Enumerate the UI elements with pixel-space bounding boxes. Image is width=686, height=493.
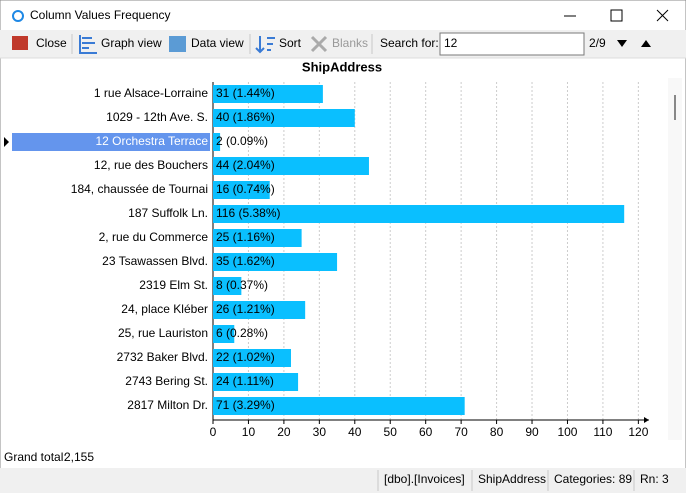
bar (213, 229, 302, 247)
category-label[interactable]: 184, chaussée de Tournai (71, 182, 208, 196)
bar (213, 277, 242, 295)
bar (213, 373, 299, 391)
value-label: 26 (1.21%) (216, 302, 275, 316)
close-icon[interactable] (12, 36, 28, 50)
value-label: 31 (1.44%) (216, 86, 275, 100)
value-label: 22 (1.02%) (216, 350, 275, 364)
graph-view-icon[interactable] (79, 35, 97, 54)
window-title: Column Values Frequency (30, 8, 171, 22)
bar (213, 133, 221, 151)
previous-match-button[interactable] (641, 40, 651, 47)
x-tick-label: 20 (277, 425, 291, 439)
axis-arrow (644, 417, 649, 423)
category-label[interactable]: 12, rue des Bouchers (94, 158, 208, 172)
search-value[interactable]: 12 (444, 36, 458, 50)
blanks-icon (310, 35, 328, 53)
x-tick-label: 30 (313, 425, 327, 439)
category-label[interactable]: 1029 - 12th Ave. S. (106, 110, 208, 124)
category-label[interactable]: 12 Orchestra Terrace (96, 134, 209, 148)
x-tick-label: 110 (593, 425, 612, 439)
category-label[interactable]: 2743 Bering St. (125, 374, 208, 388)
bar (213, 181, 270, 199)
category-label[interactable]: 2732 Baker Blvd. (117, 350, 208, 364)
bar (213, 157, 369, 175)
close-button[interactable]: Close (36, 36, 67, 50)
next-match-button[interactable] (617, 40, 627, 47)
value-label: 16 (0.74%) (216, 182, 275, 196)
category-label[interactable]: 23 Tsawassen Blvd. (102, 254, 208, 268)
category-label[interactable]: 2, rue du Commerce (99, 230, 209, 244)
value-label: 44 (2.04%) (216, 158, 275, 172)
x-tick-label: 0 (210, 425, 217, 439)
match-position: 2/9 (589, 36, 606, 50)
grand-total-label: Grand total: (4, 450, 67, 464)
value-label: 24 (1.11%) (216, 374, 274, 388)
value-label: 8 (0.37%) (216, 278, 268, 292)
bar (213, 325, 235, 343)
bar (213, 253, 338, 271)
scrollbar[interactable] (668, 78, 682, 440)
category-label[interactable]: 25, rue Lauriston (118, 326, 208, 340)
chart: 0 10 20 30 40 50 60 70 80 90 100 110 120 1 rue Alsace… (4, 82, 649, 439)
category-label[interactable]: 24, place Kléber (121, 302, 208, 316)
value-label: 116 (5.38%) (216, 206, 280, 220)
x-tick-label: 60 (419, 425, 433, 439)
category-label[interactable]: 187 Suffolk Ln. (128, 206, 208, 220)
value-label: 35 (1.62%) (216, 254, 275, 268)
value-label: 6 (0.28%) (216, 326, 268, 340)
status-categories: Categories: 89 (554, 472, 632, 486)
status-table: [dbo].[Invoices] (384, 472, 465, 486)
status-bar (0, 468, 686, 493)
category-label[interactable]: 2817 Milton Dr. (127, 398, 208, 412)
grand-total-value: 2,155 (64, 450, 94, 464)
x-tick-label: 40 (348, 425, 362, 439)
close-window-button[interactable] (656, 9, 669, 22)
status-column: ShipAddress (478, 472, 546, 486)
data-view-button[interactable]: Data view (191, 36, 244, 50)
x-tick-label: 50 (384, 425, 398, 439)
sort-button[interactable]: Sort (279, 36, 302, 50)
data-view-icon[interactable] (169, 36, 186, 52)
x-tick-label: 100 (557, 425, 577, 439)
x-tick-label: 120 (628, 425, 648, 439)
search-label: Search for: (380, 36, 439, 50)
x-tick-label: 90 (525, 425, 539, 439)
category-label[interactable]: 2319 Elm St. (139, 278, 208, 292)
bar (213, 349, 291, 367)
selected-row-highlight (12, 133, 210, 151)
maximize-button[interactable] (610, 9, 623, 22)
bar (213, 85, 323, 103)
value-label: 2 (0.09%) (216, 134, 268, 148)
status-row: Rn: 3 (640, 472, 669, 486)
row-indicator (4, 137, 9, 147)
bar (213, 301, 306, 319)
blanks-button: Blanks (332, 36, 368, 50)
bar (213, 205, 625, 223)
x-tick-label: 70 (454, 425, 468, 439)
category-label[interactable]: 1 rue Alsace-Lorraine (94, 86, 208, 100)
value-label: 71 (3.29%) (216, 398, 275, 412)
search-input[interactable] (439, 32, 585, 56)
bar (213, 109, 355, 127)
value-label: 25 (1.16%) (216, 230, 275, 244)
value-label: 40 (1.86%) (216, 110, 275, 124)
x-tick-label: 10 (242, 425, 256, 439)
chart-title: ShipAddress (302, 59, 382, 74)
x-tick-label: 80 (490, 425, 504, 439)
sort-icon[interactable] (255, 36, 275, 54)
bar (213, 397, 465, 415)
graph-view-button[interactable]: Graph view (101, 36, 162, 50)
app-icon (12, 10, 24, 22)
